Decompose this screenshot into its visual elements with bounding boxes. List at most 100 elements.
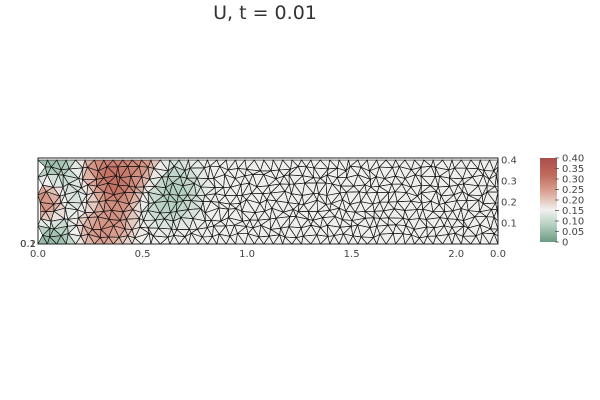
field-triangle [276, 191, 289, 203]
field-triangle [289, 184, 295, 194]
field-triangle [107, 160, 118, 167]
field-triangle [96, 170, 104, 180]
field-triangle [306, 160, 314, 168]
field-triangle [474, 216, 487, 225]
field-triangle [160, 212, 171, 219]
field-triangle [369, 226, 377, 238]
field-triangle [67, 218, 79, 226]
field-triangle [124, 192, 135, 205]
field-triangle [273, 160, 283, 170]
field-triangle [303, 234, 317, 244]
field-triangle [352, 218, 366, 225]
field-triangle [419, 209, 426, 220]
field-triangle [263, 160, 274, 171]
field-triangle [296, 216, 309, 228]
field-triangle [126, 218, 140, 230]
field-triangle [240, 175, 250, 185]
field-triangle [262, 185, 271, 194]
field-triangle [414, 160, 424, 168]
field-triangle [78, 217, 88, 226]
field-triangle [168, 160, 175, 171]
field-triangle [169, 160, 180, 167]
field-triangle [180, 209, 193, 219]
field-triangle [200, 187, 216, 196]
x-axis-ticks: 0.0 0.5 1.0 1.5 2.0 0.0 [30, 249, 506, 260]
field-triangle [164, 218, 174, 229]
field-triangle [261, 218, 271, 230]
field-triangle [76, 218, 84, 226]
field-triangle [126, 209, 140, 220]
field-triangle [431, 191, 440, 205]
field-triangle [149, 168, 163, 180]
field-triangle [109, 219, 121, 226]
field-triangle [111, 210, 124, 221]
field-triangle [213, 221, 226, 226]
field-triangle [168, 229, 174, 238]
field-triangle [264, 208, 272, 219]
field-triangle [345, 204, 356, 213]
field-triangle [289, 174, 303, 185]
x-tick-label: 0.0 [490, 249, 506, 260]
field-triangle [242, 193, 252, 200]
field-triangle [163, 187, 170, 196]
field-triangle [452, 208, 462, 220]
field-triangle [143, 179, 155, 187]
field-triangle [143, 220, 156, 228]
field-triangle [207, 225, 214, 237]
field-triangle [456, 191, 467, 201]
field-triangle [168, 235, 174, 244]
colorbar-tick-label: 0.15 [562, 206, 584, 217]
field-triangle [81, 179, 88, 188]
field-triangle [388, 217, 404, 225]
field-triangle [124, 229, 133, 236]
field-triangle [386, 233, 396, 244]
field-triangle [339, 208, 346, 220]
field-triangle [276, 200, 289, 213]
field-triangle [111, 201, 124, 212]
field-triangle [430, 176, 439, 187]
field-triangle [298, 204, 309, 212]
field-triangle [203, 195, 211, 202]
colorbar-tick-label: 0.10 [562, 217, 584, 228]
y-tick-label: 0.1 [501, 219, 517, 230]
field-triangle [124, 186, 135, 193]
field-triangle [117, 192, 130, 205]
field-triangle [376, 167, 385, 179]
field-triangle [331, 192, 343, 204]
field-triangle [238, 160, 247, 170]
field-triangle [350, 191, 361, 205]
field-triangle [328, 160, 338, 169]
field-triangle [200, 178, 216, 188]
field-triangle [38, 174, 48, 186]
field-triangle [487, 186, 498, 193]
field-triangle [358, 167, 371, 180]
field-triangle [340, 219, 352, 228]
field-triangle [53, 174, 64, 188]
field-triangle [82, 160, 88, 168]
field-triangle [472, 168, 484, 177]
field-triangle [383, 202, 395, 211]
field-triangle [65, 202, 78, 210]
field-triangle [426, 211, 440, 220]
field-triangle [453, 185, 463, 195]
field-triangle [421, 166, 436, 177]
field-triangle [147, 202, 160, 213]
colorbar-tick-label: 0.40 [562, 154, 584, 165]
field-triangle [279, 234, 285, 244]
field-triangle [42, 174, 54, 188]
field-triangle [77, 203, 86, 213]
field-triangle [230, 184, 241, 196]
field-triangle [480, 233, 490, 244]
field-triangle [334, 233, 344, 244]
field-triangle [365, 217, 374, 228]
field-triangle [117, 201, 130, 212]
colorbar-tick-label: 0.05 [562, 227, 584, 238]
field-triangle [308, 211, 318, 221]
field-triangle [158, 218, 172, 229]
field-triangle [113, 237, 123, 244]
field-triangle [359, 191, 367, 202]
field-triangle [132, 237, 142, 244]
field-triangle [69, 167, 83, 179]
field-triangle [484, 170, 494, 180]
field-triangle [65, 208, 78, 220]
